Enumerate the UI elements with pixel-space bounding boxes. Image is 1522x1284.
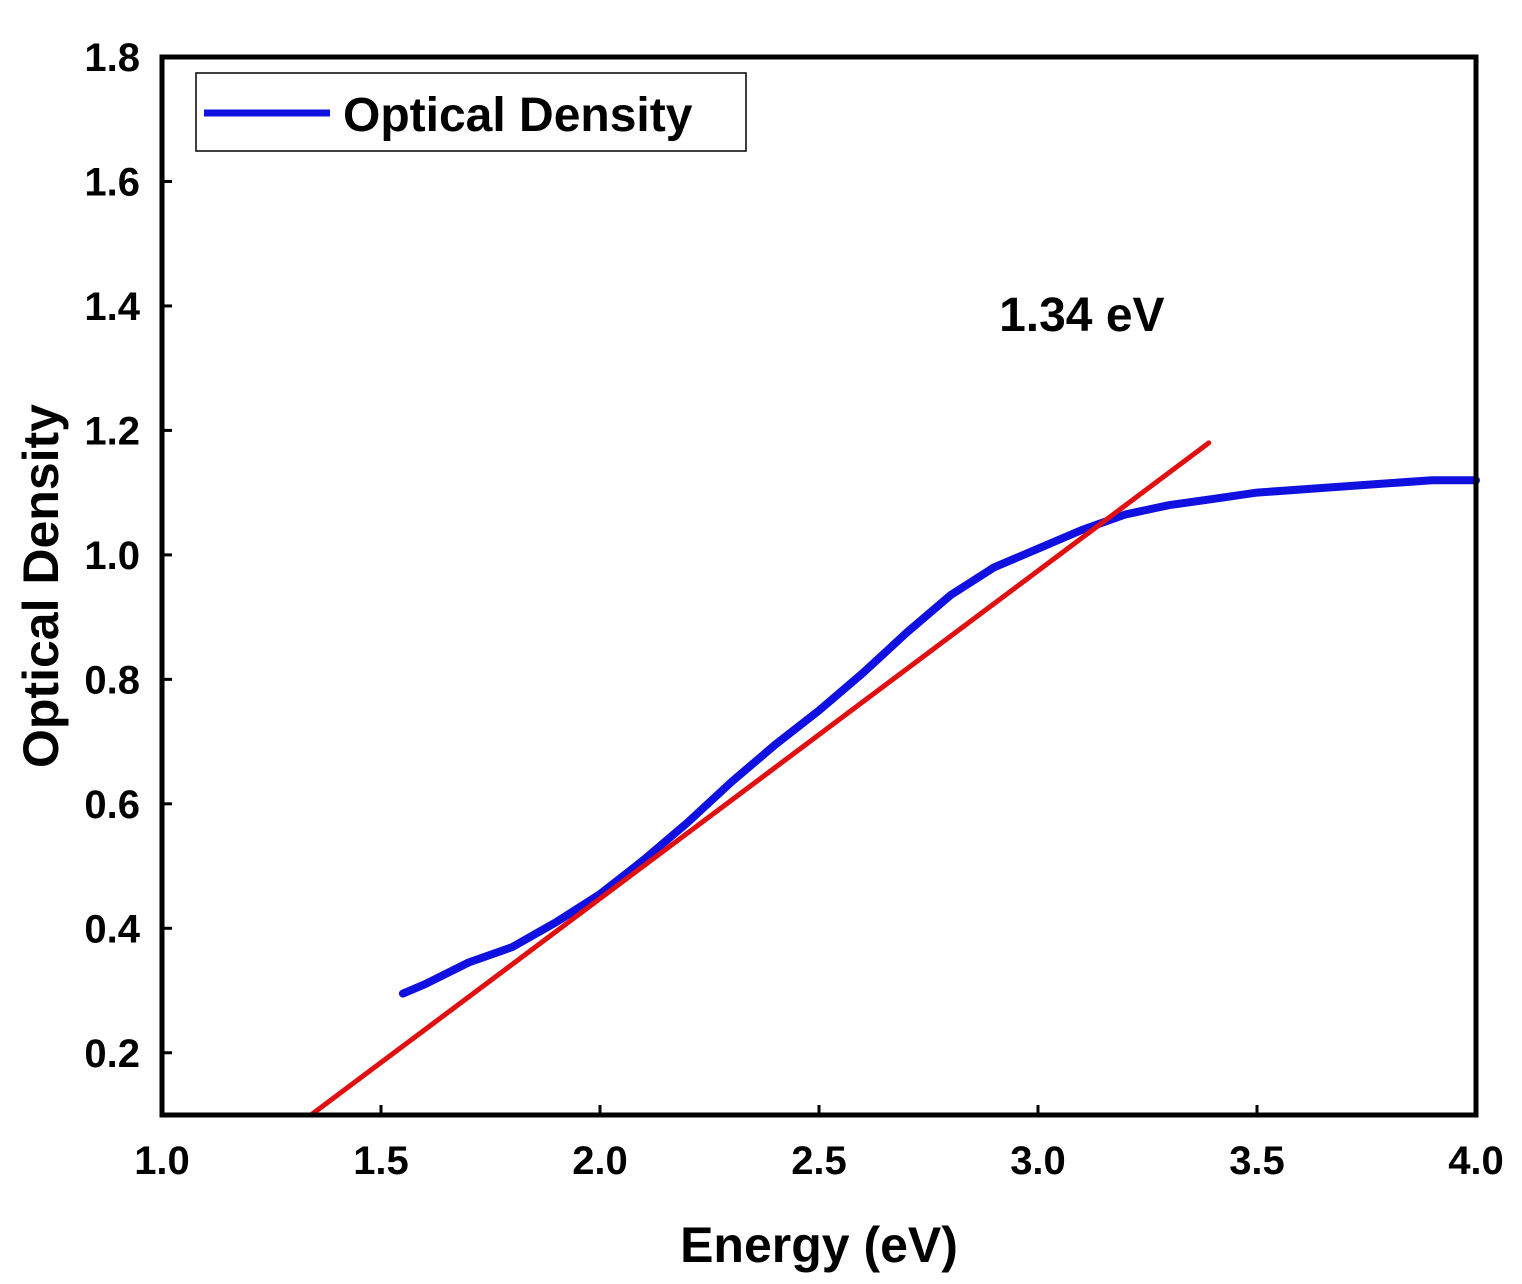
- x-tick-label: 1.5: [353, 1139, 409, 1183]
- legend: Optical Density: [195, 72, 747, 152]
- y-axis-title: Optical Density: [13, 404, 69, 768]
- y-tick-label: 0.6: [84, 783, 140, 827]
- x-tick-label: 2.0: [572, 1139, 628, 1183]
- y-tick-label: 0.4: [84, 907, 140, 951]
- y-tick-label: 1.0: [84, 534, 140, 578]
- y-tick-label: 1.8: [84, 36, 140, 80]
- y-tick-label: 0.8: [84, 658, 140, 702]
- series-layer: [308, 440, 1480, 1118]
- series-line-linear-fit: [308, 440, 1212, 1118]
- tick-layer: 1.0 1.5 2.0 2.5 3.0 3.5 4.0 0.2 0.4 0.6 0.8 1.0 1.2 1…: [84, 36, 1503, 1183]
- x-tick-label: 3.0: [1010, 1139, 1066, 1183]
- annotation-label: 1.34 eV: [999, 289, 1164, 342]
- y-tick-label: 0.2: [84, 1032, 140, 1076]
- y-tick-label: 1.2: [84, 409, 140, 453]
- x-tick-label: 4.0: [1448, 1139, 1504, 1183]
- y-tick-label: 1.6: [84, 160, 140, 204]
- x-tick-label: 3.5: [1229, 1139, 1285, 1183]
- legend-label: Optical Density: [343, 89, 693, 142]
- y-tick-label: 1.4: [84, 285, 140, 329]
- series-line-optical-density: [398, 476, 1480, 998]
- x-tick-label: 1.0: [134, 1139, 190, 1183]
- x-axis-title: Energy (eV): [680, 1217, 958, 1273]
- x-tick-label: 2.5: [791, 1139, 847, 1183]
